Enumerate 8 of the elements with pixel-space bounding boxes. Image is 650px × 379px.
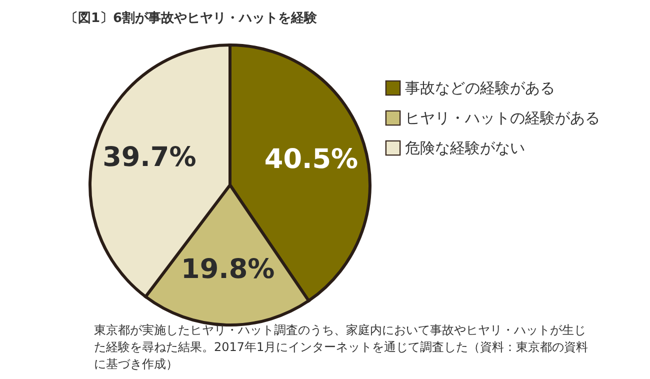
- chart-title: 〔図1〕6割が事故やヒヤリ・ハットを経験: [65, 10, 318, 26]
- data-label: 39.7%: [102, 142, 196, 173]
- legend-label: 事故などの経験がある: [405, 79, 555, 97]
- text: 東京都が実施したヒヤリ・ハット調査のうち、家庭内において事故やヒヤリ・ハットが生じた経験を尋ねた結果。2017年1月にインターネットを通じて調査した（資料：東京都の資料に基づき作成）: [94, 322, 590, 373]
- data-label: 19.8%: [181, 254, 275, 285]
- legend-label: ヒヤリ・ハットの経験がある: [405, 109, 600, 127]
- data-label: 40.5%: [264, 144, 358, 176]
- legend-label: 危険な経験がない: [405, 139, 525, 157]
